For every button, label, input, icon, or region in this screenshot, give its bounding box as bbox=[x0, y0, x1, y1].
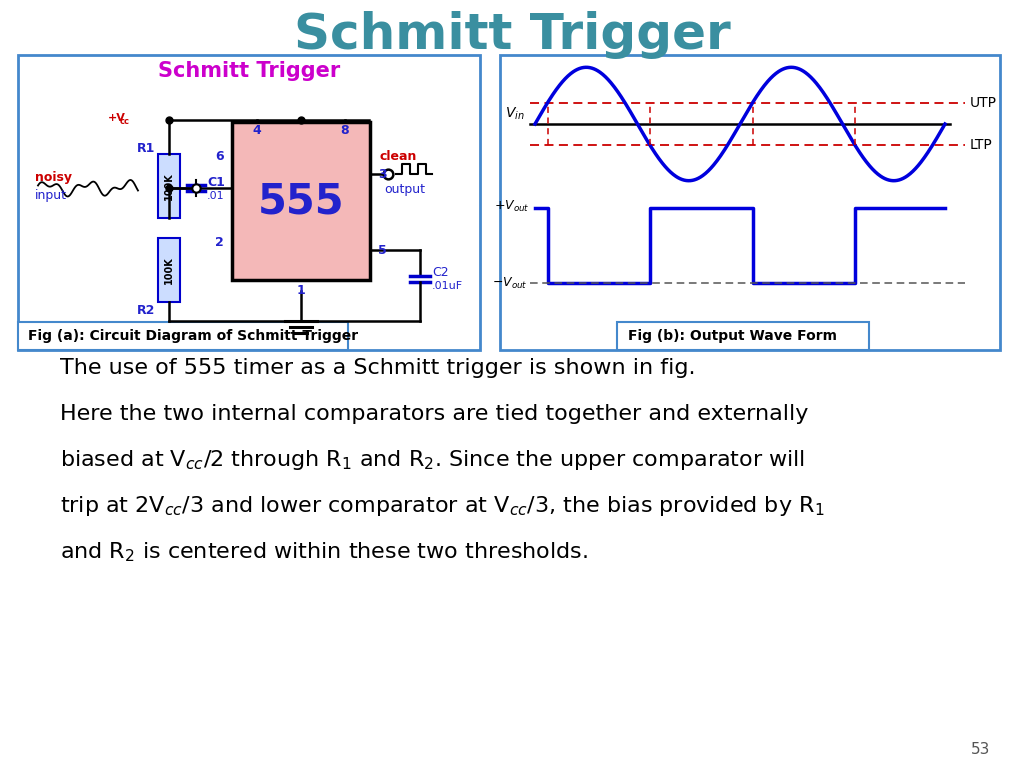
Text: Schmitt Trigger: Schmitt Trigger bbox=[294, 11, 730, 59]
Bar bbox=[18, 55, 480, 350]
Text: 2: 2 bbox=[215, 236, 224, 249]
Text: Fig (b): Output Wave Form: Fig (b): Output Wave Form bbox=[628, 329, 837, 343]
Bar bbox=[18, 322, 348, 350]
Bar bbox=[232, 122, 370, 280]
Text: 100K: 100K bbox=[164, 256, 174, 284]
Text: .01uF: .01uF bbox=[432, 281, 463, 291]
Text: cc: cc bbox=[120, 118, 130, 127]
Bar bbox=[500, 55, 1000, 350]
Text: +V: +V bbox=[108, 113, 126, 123]
Text: $+V_{out}$: $+V_{out}$ bbox=[495, 198, 529, 214]
Text: UTP: UTP bbox=[970, 96, 997, 110]
Bar bbox=[617, 322, 869, 350]
Text: Here the two internal comparators are tied together and externally: Here the two internal comparators are ti… bbox=[60, 404, 808, 424]
Text: and R$_2$ is centered within these two thresholds.: and R$_2$ is centered within these two t… bbox=[60, 540, 588, 564]
Text: 5: 5 bbox=[378, 243, 387, 257]
Text: R2: R2 bbox=[137, 303, 156, 316]
Text: 4: 4 bbox=[253, 124, 261, 137]
Text: C1: C1 bbox=[207, 176, 225, 188]
Text: Schmitt Trigger: Schmitt Trigger bbox=[158, 61, 340, 81]
Text: clean: clean bbox=[380, 150, 418, 163]
Text: 100K: 100K bbox=[164, 172, 174, 200]
Text: 3: 3 bbox=[378, 167, 387, 180]
Text: 1: 1 bbox=[297, 283, 305, 296]
Text: $-V_{out}$: $-V_{out}$ bbox=[493, 276, 527, 290]
Text: LTP: LTP bbox=[970, 138, 992, 152]
Text: R1: R1 bbox=[137, 141, 156, 154]
Text: trip at 2V$_{cc}$/3 and lower comparator at V$_{cc}$/3, the bias provided by R$_: trip at 2V$_{cc}$/3 and lower comparator… bbox=[60, 494, 824, 518]
Text: Fig (a): Circuit Diagram of Schmitt Trigger: Fig (a): Circuit Diagram of Schmitt Trig… bbox=[28, 329, 358, 343]
Text: 555: 555 bbox=[258, 180, 344, 222]
Bar bbox=[158, 154, 180, 218]
Text: $V_{in}$: $V_{in}$ bbox=[505, 106, 525, 122]
Bar bbox=[158, 238, 180, 302]
Text: .01: .01 bbox=[207, 191, 224, 201]
Text: input: input bbox=[35, 188, 67, 201]
Text: 6: 6 bbox=[215, 151, 224, 164]
Text: C2: C2 bbox=[432, 266, 449, 279]
Text: output: output bbox=[384, 184, 425, 197]
Text: 53: 53 bbox=[971, 743, 990, 757]
Text: 8: 8 bbox=[341, 124, 349, 137]
Text: biased at V$_{cc}$/2 through R$_1$ and R$_2$. Since the upper comparator will: biased at V$_{cc}$/2 through R$_1$ and R… bbox=[60, 448, 805, 472]
Text: The use of 555 timer as a Schmitt trigger is shown in fig.: The use of 555 timer as a Schmitt trigge… bbox=[60, 358, 695, 378]
Text: noisy: noisy bbox=[35, 170, 72, 184]
